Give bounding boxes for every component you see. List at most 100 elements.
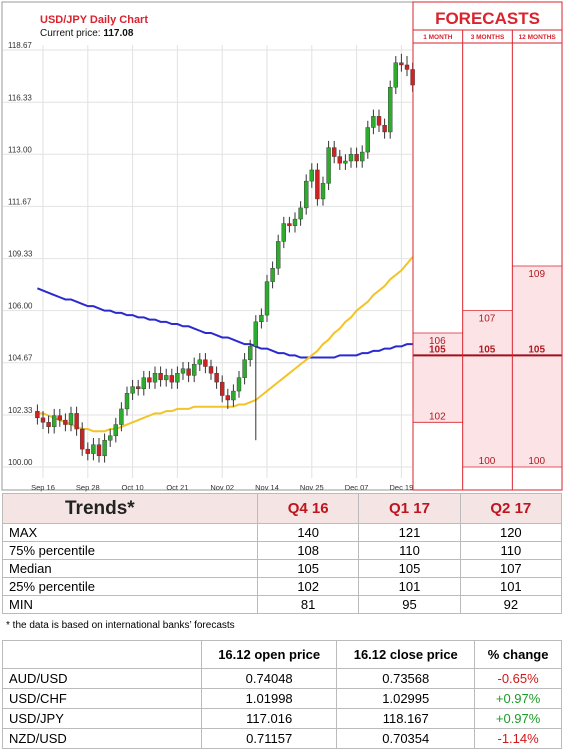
x-tick-label: Sep 28	[76, 483, 100, 492]
candle-body	[259, 314, 264, 323]
forecast-low-label: 100	[528, 456, 545, 467]
candle-body	[376, 116, 382, 126]
candle-body	[270, 268, 275, 282]
value-cell: 140	[256, 523, 360, 542]
candle-body	[135, 386, 141, 390]
forecast-column-label: 12 MONTHS	[519, 34, 557, 41]
candle-body	[46, 422, 51, 427]
x-tick-label: Nov 02	[210, 483, 234, 492]
candle-body	[130, 386, 135, 394]
candle-body	[337, 156, 342, 164]
forecast-high-label: 106	[429, 336, 446, 347]
value-cell: 121	[358, 523, 461, 542]
x-tick-label: Nov 25	[300, 483, 324, 492]
value-cell: 108	[256, 541, 360, 560]
candle-body	[315, 169, 320, 200]
forecast-range	[462, 310, 513, 467]
candle-body	[225, 395, 231, 401]
y-tick-label: 113.00	[8, 145, 32, 154]
y-tick-label: 102.33	[8, 406, 33, 415]
candle-body	[326, 147, 331, 184]
candle-body	[85, 448, 91, 454]
header-cell: % change	[474, 640, 562, 669]
header-cell	[2, 640, 202, 669]
candle-body	[107, 435, 113, 441]
x-tick-label: Dec 19	[390, 483, 414, 492]
value-cell: +0.97%	[474, 688, 562, 709]
chart-frame	[1, 1, 414, 491]
candle-body	[292, 218, 298, 226]
header-cell: Q1 17	[358, 493, 461, 524]
row-label: MIN	[2, 595, 258, 614]
row-label: AUD/USD	[2, 668, 202, 689]
forecast-mid-label: 105	[528, 344, 545, 355]
value-cell: 1.02995	[336, 688, 476, 709]
header-cell: 16.12 open price	[200, 640, 338, 669]
candle-body	[264, 281, 270, 316]
y-tick-label: 118.67	[8, 41, 32, 50]
candle-body	[343, 160, 348, 164]
candle-body	[74, 413, 79, 430]
x-tick-label: Oct 21	[166, 483, 188, 492]
candle-body	[152, 372, 158, 383]
value-cell: 110	[358, 541, 461, 560]
candle-body	[63, 419, 68, 425]
value-cell: 0.71157	[200, 728, 338, 749]
row-label: Median	[2, 559, 258, 578]
candle-body	[180, 368, 186, 374]
current-price: Current price: 117.08	[40, 28, 134, 39]
chart: USD/JPY Daily Chart Current price: 117.0…	[1, 1, 563, 492]
candle-body	[214, 372, 219, 383]
value-cell: 81	[256, 595, 360, 614]
candle-body	[371, 116, 376, 128]
value-cell: 107	[459, 559, 563, 578]
forecast-low-label: 102	[429, 411, 446, 422]
value-cell: +0.97%	[474, 708, 562, 729]
table-row: USD/CHF 1.01998 1.02995 +0.97%	[2, 688, 562, 709]
candle-body	[360, 151, 365, 162]
candle-body	[276, 241, 281, 269]
candle-body	[281, 223, 286, 242]
candle-body	[79, 428, 85, 450]
candle-body	[354, 154, 359, 162]
candle-body	[186, 368, 191, 376]
forecast-high-label: 107	[479, 314, 496, 325]
candle-body	[163, 375, 169, 381]
table-row: USD/JPY 117.016 118.167 +0.97%	[2, 708, 562, 729]
value-cell: 117.016	[200, 708, 338, 729]
candle-body	[203, 359, 208, 367]
forecast-frame	[412, 1, 563, 491]
candle-body	[365, 127, 370, 153]
chart-title: USD/JPY Daily Chart	[40, 14, 148, 26]
y-tick-label: 109.33	[8, 250, 33, 259]
value-cell: 120	[459, 523, 563, 542]
candle-body	[253, 321, 259, 347]
table-row: Median 105 105 107	[2, 559, 563, 578]
table-row: Trends* Q4 16 Q1 17 Q2 17	[2, 493, 563, 524]
candle-body	[119, 408, 124, 425]
candle-body	[91, 444, 96, 454]
forecast-high-label: 109	[528, 269, 545, 280]
note: * the data is based on international ban…	[6, 620, 235, 631]
x-tick-label: Oct 10	[122, 483, 144, 492]
value-cell: -1.14%	[474, 728, 562, 749]
current-price-label: Current price:	[40, 28, 101, 39]
candle-body	[304, 180, 309, 209]
current-price-value: 117.08	[103, 28, 133, 39]
candle-body	[348, 154, 354, 162]
candle-body	[113, 424, 119, 436]
value-cell: 92	[459, 595, 563, 614]
value-cell: 0.73568	[336, 668, 476, 689]
table-row: MAX 140 121 120	[2, 523, 563, 542]
candle-body	[236, 377, 242, 392]
candle-body	[191, 364, 197, 376]
row-label: NZD/USD	[2, 728, 202, 749]
candle-body	[169, 375, 175, 383]
header-cell: Q4 16	[256, 493, 360, 524]
forecast-mid-label: 105	[479, 344, 496, 355]
value-cell: 118.167	[336, 708, 476, 729]
y-tick-label: 111.67	[8, 197, 32, 206]
forecast-low-label: 100	[479, 456, 496, 467]
candle-body	[382, 125, 387, 133]
